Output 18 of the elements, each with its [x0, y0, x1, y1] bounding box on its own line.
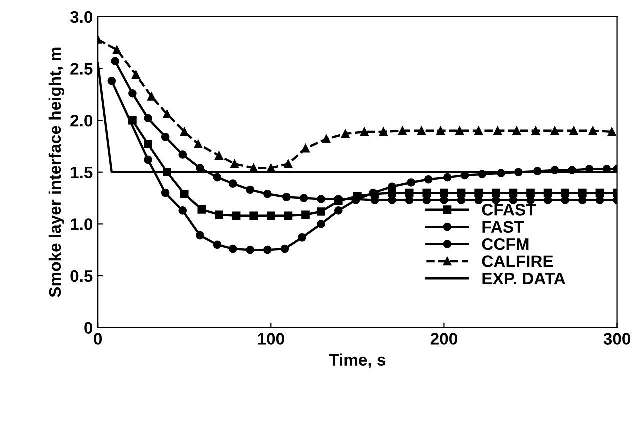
legend-label: CALFIRE [482, 256, 554, 268]
y-tick-label: 0 [84, 322, 93, 334]
y-tick-label: 0.5 [70, 270, 93, 282]
y-tick-label: 3.0 [70, 11, 93, 24]
x-tick-label: 0 [94, 333, 102, 345]
legend-label: FAST [482, 221, 524, 234]
y-tick-label: 1.0 [71, 218, 93, 230]
x-tick-label: 100 [258, 333, 284, 345]
x-axis-title: Time, s [329, 354, 386, 368]
y-tick-label: 1.5 [71, 166, 93, 179]
legend-label: EXP. DATA [482, 273, 566, 284]
y-tick-label: 2.0 [70, 114, 93, 127]
legend-label: CFAST [482, 204, 536, 216]
legend-label: CCFM [482, 238, 529, 250]
x-tick-label: 300 [604, 333, 631, 345]
y-tick-label: 2.5 [70, 63, 93, 75]
x-tick-label: 200 [430, 333, 458, 345]
y-axis-title: Smoke layer interface height, m [48, 48, 64, 298]
